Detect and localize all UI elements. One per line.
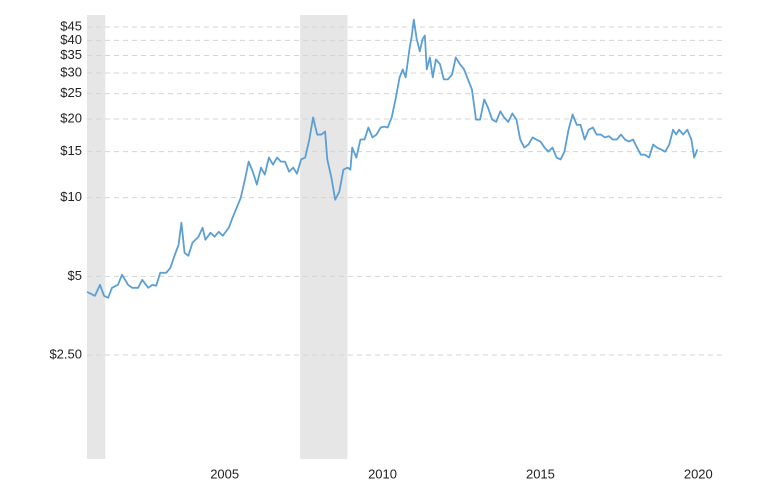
y-tick-label: $5 — [68, 268, 82, 283]
y-tick-label: $15 — [60, 143, 82, 158]
y-tick-label: $40 — [60, 32, 82, 47]
x-tick-label: 2015 — [526, 466, 555, 481]
recession-band — [87, 15, 106, 459]
y-tick-label: $2.50 — [49, 346, 82, 361]
y-tick-label: $45 — [60, 18, 82, 33]
recession-band — [300, 15, 348, 459]
y-tick-label: $35 — [60, 47, 82, 62]
y-tick-label: $20 — [60, 110, 82, 125]
x-tick-label: 2010 — [368, 466, 397, 481]
price-line — [86, 18, 699, 299]
x-tick-label: 2005 — [210, 466, 239, 481]
y-tick-label: $10 — [60, 189, 82, 204]
y-tick-label: $30 — [60, 64, 82, 79]
x-tick-label: 2020 — [684, 466, 713, 481]
y-tick-label: $25 — [60, 85, 82, 100]
